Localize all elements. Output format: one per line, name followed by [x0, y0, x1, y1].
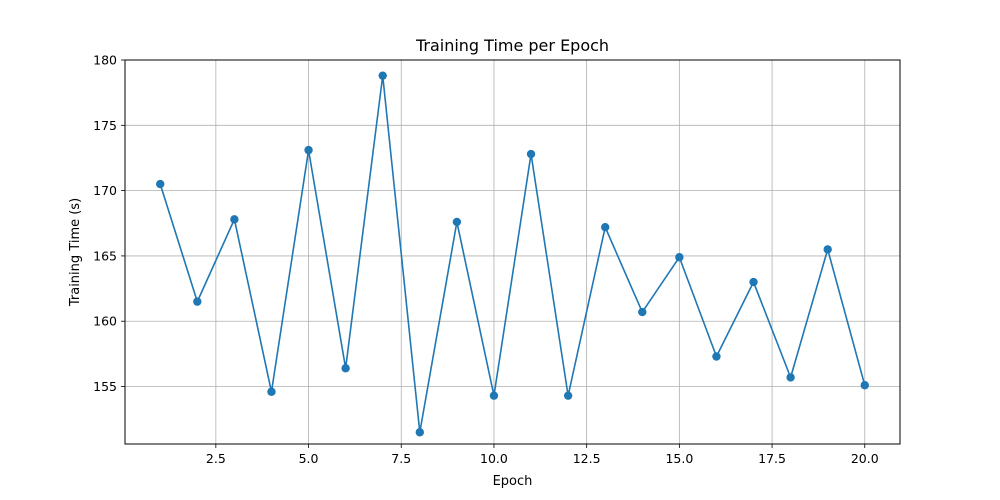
data-point [452, 217, 462, 227]
data-point [193, 297, 202, 306]
data-point [526, 149, 536, 159]
y-tick-label: 155 [93, 379, 117, 394]
data-point [860, 381, 869, 390]
plot-frame [124, 59, 901, 445]
data-point [601, 222, 610, 232]
x-tick-label: 20.0 [851, 451, 879, 466]
data-point [638, 307, 647, 317]
y-tick-label: 170 [93, 183, 117, 198]
axis-ticks: 2.5 5.0 7.5 10.0 12.5 15.0 17.5 20.0 155 160 165 17… [93, 53, 879, 467]
x-tick-label: 10.0 [480, 451, 508, 466]
data-point [786, 373, 795, 382]
data-point [489, 391, 499, 400]
y-tick-label: 160 [93, 314, 117, 329]
y-tick-label: 175 [93, 118, 117, 133]
plot-background [125, 60, 900, 444]
data-point [378, 71, 387, 80]
x-tick-label: 12.5 [573, 451, 601, 466]
data-point [749, 277, 758, 287]
data-point [675, 253, 684, 262]
data-point [563, 391, 573, 400]
data-point [712, 352, 721, 361]
series-line [159, 74, 866, 434]
grid-lines [125, 59, 900, 444]
x-axis-label: Epoch [493, 474, 533, 489]
x-tick-label: 15.0 [665, 451, 693, 466]
data-point [415, 428, 424, 437]
data-point [267, 387, 276, 396]
data-point [341, 364, 350, 373]
data-point [230, 215, 239, 224]
data-point [156, 179, 165, 189]
series-layer [156, 71, 869, 437]
x-tick-label: 2.5 [206, 451, 226, 466]
y-tick-label: 180 [93, 53, 117, 68]
x-tick-label: 7.5 [391, 451, 411, 466]
y-tick-label: 165 [93, 248, 117, 263]
data-point [823, 245, 832, 254]
x-tick-label: 5.0 [299, 451, 319, 466]
chart-title: Training Time per Epoch [415, 36, 609, 55]
y-axis-label: Training Time (s) [68, 198, 83, 307]
data-point [304, 145, 313, 155]
x-tick-label: 17.5 [758, 451, 786, 466]
